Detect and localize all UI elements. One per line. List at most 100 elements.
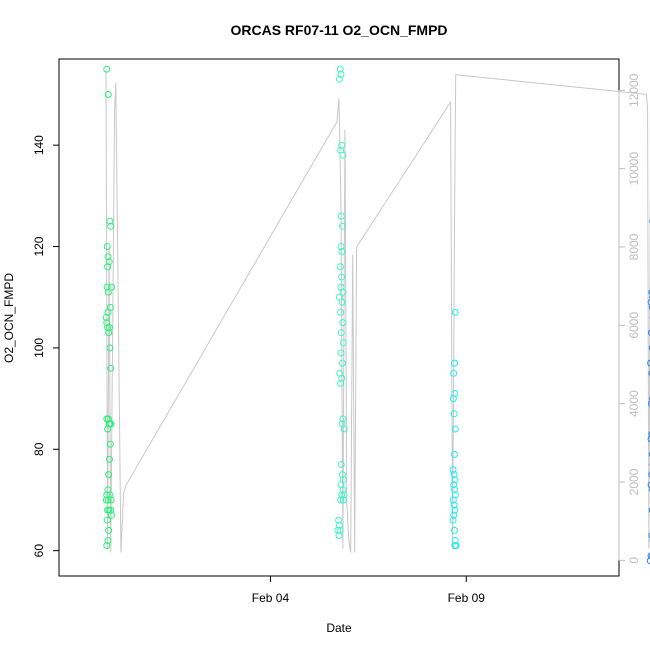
data-point bbox=[335, 75, 343, 83]
data-point bbox=[337, 329, 345, 337]
y2-tick-label: 8000 bbox=[627, 233, 641, 260]
secondary-line-layer bbox=[105, 70, 650, 553]
data-point bbox=[339, 471, 346, 479]
data-point bbox=[338, 248, 346, 256]
data-point bbox=[105, 526, 113, 534]
data-point bbox=[451, 359, 458, 367]
data-point bbox=[107, 496, 115, 504]
data-point bbox=[648, 532, 650, 539]
data-point bbox=[104, 324, 112, 332]
points-layer bbox=[102, 65, 650, 565]
y2-tick-label: 12000 bbox=[627, 73, 641, 107]
data-point bbox=[339, 319, 347, 327]
data-point bbox=[451, 526, 458, 534]
data-point bbox=[450, 369, 458, 377]
data-point bbox=[340, 425, 348, 433]
data-point bbox=[647, 552, 650, 560]
data-point bbox=[338, 273, 346, 281]
data-point bbox=[339, 288, 347, 296]
data-point bbox=[339, 151, 347, 159]
data-point bbox=[105, 471, 113, 479]
y2-axis: 0 2000 4000 6000 8000 10000 12000 bbox=[618, 73, 641, 564]
data-point bbox=[337, 212, 345, 220]
data-point bbox=[648, 400, 650, 407]
data-point bbox=[340, 491, 348, 499]
data-point bbox=[451, 486, 458, 494]
data-point bbox=[338, 374, 346, 382]
data-point bbox=[648, 289, 650, 296]
data-point bbox=[339, 339, 347, 347]
data-point bbox=[103, 283, 111, 291]
data-point bbox=[103, 516, 111, 524]
data-point bbox=[449, 516, 457, 524]
data-point bbox=[337, 243, 345, 250]
data-point bbox=[339, 496, 347, 504]
data-point bbox=[104, 263, 112, 271]
data-point bbox=[106, 455, 113, 463]
data-point bbox=[103, 491, 111, 499]
y-tick-label: 100 bbox=[32, 338, 46, 358]
data-point bbox=[451, 476, 459, 484]
data-point bbox=[336, 526, 344, 534]
data-point bbox=[449, 496, 457, 504]
data-point bbox=[106, 324, 113, 332]
data-point bbox=[337, 379, 345, 387]
data-point bbox=[102, 496, 110, 504]
data-point bbox=[104, 288, 112, 296]
y-tick-label: 60 bbox=[32, 544, 46, 558]
data-point bbox=[451, 506, 459, 514]
data-point bbox=[103, 542, 111, 550]
data-point bbox=[339, 359, 346, 367]
data-point bbox=[450, 481, 458, 489]
data-point bbox=[450, 511, 458, 519]
data-point bbox=[337, 461, 345, 468]
data-point bbox=[451, 425, 459, 433]
secondary-series-line bbox=[105, 70, 650, 553]
data-point bbox=[337, 496, 345, 504]
y2-tick-label: 2000 bbox=[627, 468, 641, 495]
x-tick-label: Feb 04 bbox=[252, 591, 290, 605]
data-point bbox=[104, 91, 112, 98]
data-point bbox=[337, 308, 345, 316]
data-point bbox=[450, 410, 458, 418]
data-point bbox=[338, 298, 346, 306]
data-point bbox=[451, 537, 459, 544]
data-point bbox=[648, 345, 650, 351]
data-point bbox=[335, 516, 343, 524]
data-point bbox=[648, 304, 650, 311]
data-point bbox=[449, 466, 457, 474]
data-point bbox=[647, 359, 650, 367]
y2-tick-label: 6000 bbox=[627, 312, 641, 339]
data-point bbox=[648, 329, 650, 336]
data-point bbox=[106, 217, 114, 225]
data-point bbox=[451, 308, 459, 316]
data-point bbox=[335, 532, 343, 539]
data-point bbox=[648, 451, 650, 458]
data-point bbox=[647, 481, 650, 489]
x-axis-label: Date bbox=[326, 621, 352, 635]
data-point bbox=[337, 349, 345, 357]
data-point bbox=[105, 329, 113, 337]
x-axis: Feb 04 Feb 09 bbox=[252, 576, 485, 605]
data-point bbox=[103, 65, 111, 73]
data-point bbox=[107, 506, 115, 514]
data-point bbox=[104, 537, 112, 544]
data-point bbox=[108, 511, 115, 519]
y2-tick-label: 0 bbox=[627, 557, 641, 564]
chart-title: ORCAS RF07-11 O2_OCN_FMPD bbox=[230, 22, 447, 38]
data-point bbox=[104, 253, 112, 261]
data-point bbox=[107, 222, 115, 230]
data-point bbox=[103, 243, 111, 250]
y2-tick-label: 4000 bbox=[627, 390, 641, 417]
data-point bbox=[339, 222, 346, 230]
y-tick-label: 80 bbox=[32, 442, 46, 456]
data-point bbox=[450, 471, 458, 479]
data-point bbox=[647, 435, 650, 443]
y-tick-label: 140 bbox=[32, 135, 46, 155]
data-point bbox=[648, 431, 650, 438]
data-point bbox=[452, 542, 460, 550]
data-point bbox=[647, 298, 650, 306]
data-point bbox=[106, 440, 114, 448]
data-point bbox=[646, 557, 650, 565]
data-point bbox=[107, 364, 115, 372]
